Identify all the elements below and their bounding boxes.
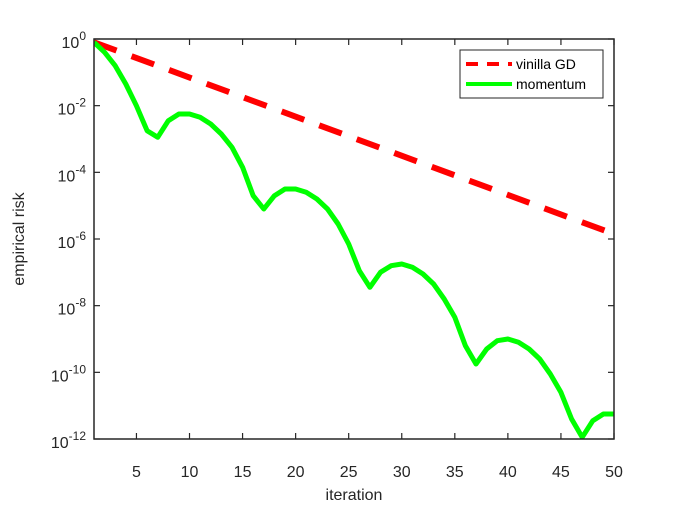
plot-series [94,39,614,439]
x-tick-label: 40 [499,464,517,481]
x-tick-labels: 5 10 15 20 25 30 35 40 45 50 [132,464,623,481]
y-tick-label: 100 [62,29,87,52]
x-tick-label: 10 [181,464,199,481]
y-axis-label: empirical risk [11,191,28,285]
y-tick-label: 10-8 [58,296,87,319]
x-tick-label: 5 [132,464,141,481]
x-tick-label: 20 [287,464,305,481]
y-tick-labels: 100 10-2 10-4 10-6 10-8 10-10 10-12 [51,29,86,452]
legend: vinilla GD momentum [459,49,604,99]
series-line-momentum [94,40,614,439]
legend-label-vinilla-gd: vinilla GD [516,56,576,72]
legend-item-momentum: momentum [466,76,586,92]
legend-box [459,49,604,99]
y-tick-label: 10-2 [58,96,87,119]
x-axis-label: iteration [326,487,383,504]
y-tick-label: 10-6 [58,229,87,252]
y-tick-label: 10-12 [51,429,86,452]
x-tick-label: 15 [234,464,252,481]
series-line-vinilla-gd [94,39,614,237]
x-tick-label: 45 [552,464,570,481]
legend-item-vinilla-gd: vinilla GD [466,56,576,72]
legend-label-momentum: momentum [516,76,586,92]
x-tick-label: 50 [605,464,623,481]
x-tick-label: 35 [446,464,464,481]
y-tick-label: 10-4 [58,162,87,185]
y-tick-label: 10-10 [51,362,86,385]
x-tick-label: 25 [340,464,358,481]
x-tick-label: 30 [393,464,411,481]
axes [93,38,615,440]
